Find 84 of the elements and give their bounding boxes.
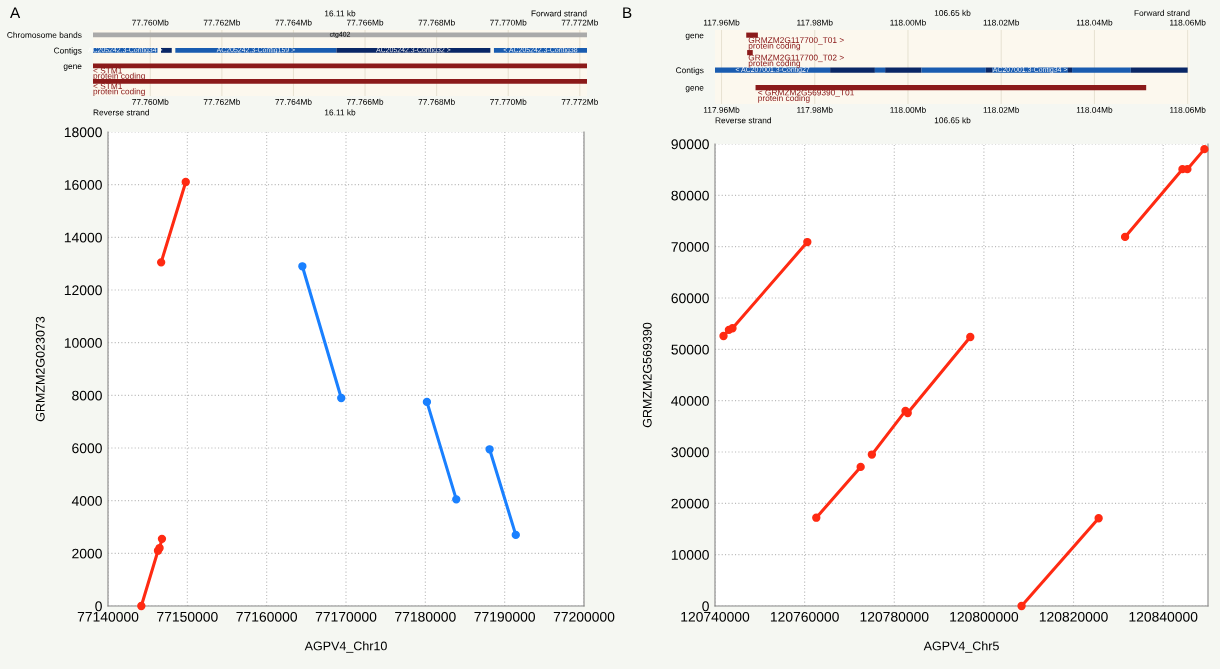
x2-tick-label: 118.04Mb (1076, 106, 1113, 113)
x-tick-label: 77190000 (474, 611, 536, 622)
x-tick-label: 120840000 (1129, 611, 1198, 622)
x2-tick-label: 77.770Mb (490, 98, 527, 105)
x-tick-label: 120780000 (860, 611, 929, 622)
chart-title: B (623, 7, 632, 18)
x2-tick-label: 77.762Mb (203, 98, 241, 105)
text: 106.65 kb (934, 9, 971, 16)
text: 106.65 kb (934, 117, 971, 124)
y-tick-label: 2000 (72, 548, 102, 559)
x2-tick-label: 117.96Mb (703, 106, 740, 113)
y-tick-label: 0 (702, 601, 709, 612)
y-tick-label: gene (685, 33, 704, 40)
x-tick-label: 77.764Mb (275, 19, 312, 26)
x-tick-label: 118.02Mb (983, 19, 1020, 26)
y-tick-label: 6000 (72, 443, 102, 454)
x-axis-title: AGPV4_Chr5 (923, 641, 999, 653)
x-tick-label: 77.768Mb (418, 19, 455, 26)
annotation: protein coding (748, 60, 801, 68)
x-tick-label: 120800000 (950, 611, 1019, 622)
y-axis-title: GRMZM2G569390 (642, 322, 652, 428)
x-tick-label: 77170000 (315, 611, 377, 622)
x-tick-label: 77.766Mb (346, 19, 384, 26)
text: Reverse strand (93, 109, 149, 116)
x-tick-label: 77150000 (157, 611, 218, 622)
y-tick-label: 30000 (671, 447, 709, 458)
x-tick-label: 118.04Mb (1076, 19, 1113, 26)
y-tick-label: 4000 (71, 496, 102, 506)
text: Forward strand (531, 10, 587, 17)
text: Forward strand (1134, 9, 1190, 16)
y-tick-label: Contigs (54, 47, 82, 56)
x-tick-label: 77.760Mb (132, 19, 169, 26)
y-tick-label: 10000 (64, 338, 102, 348)
y-tick-label: 14000 (64, 232, 102, 243)
x2-tick-label: 77.760Mb (132, 98, 169, 105)
x2-tick-label: 77.766Mb (346, 98, 384, 105)
x-tick-label: 77.770Mb (490, 19, 527, 26)
x2-tick-label: 77.768Mb (418, 98, 455, 105)
y-tick-label: gene (63, 64, 82, 71)
annotation: GRMZM2G117700_T02 > (748, 54, 844, 63)
text: 16.11 kb (324, 109, 356, 116)
x2-tick-label: 118.02Mb (983, 106, 1020, 113)
y-tick-label: 80000 (671, 190, 709, 201)
x-tick-label: 77200000 (553, 611, 615, 622)
x-tick-label: 120740000 (681, 611, 750, 622)
x2-tick-label: 77.772Mb (561, 98, 599, 105)
annotation: < STM1 (93, 67, 122, 74)
y-tick-label: 18000 (64, 127, 102, 138)
x2-tick-label: 118.00Mb (890, 106, 926, 113)
x-tick-label: 77.762Mb (203, 19, 241, 26)
x2-tick-label: 77.764Mb (275, 98, 312, 105)
x-tick-label: 77.772Mb (561, 19, 599, 26)
chart-title: A (10, 7, 21, 18)
annotation: < STM1 (93, 83, 122, 90)
x-tick-label: 120820000 (1039, 611, 1108, 622)
x-tick-label: 118.00Mb (890, 19, 926, 26)
y-tick-label: Contigs (676, 67, 704, 75)
x2-tick-label: 117.98Mb (797, 106, 833, 113)
x-tick-label: 77180000 (395, 611, 456, 622)
annotation: protein coding (93, 88, 145, 96)
y-tick-label: 70000 (671, 242, 709, 252)
y-tick-label: 20000 (671, 498, 709, 509)
x-axis-title: AGPV4_Chr10 (304, 641, 387, 653)
y-tick-label: 40000 (671, 396, 709, 406)
y-tick-label: 8000 (72, 390, 102, 401)
y-tick-label: 0 (95, 601, 102, 612)
x2-tick-label: 118.06Mb (1170, 106, 1206, 113)
y-axis-title: GRMZM2G023073 (35, 316, 45, 422)
x-tick-label: 77160000 (236, 611, 298, 622)
y-tick-label: 10000 (671, 550, 709, 560)
x-tick-label: 117.98Mb (797, 19, 833, 26)
x-tick-label: 77140000 (77, 611, 139, 622)
text: Reverse strand (715, 117, 771, 124)
y-tick-label: 50000 (671, 344, 709, 355)
y-tick-label: 60000 (671, 293, 709, 304)
y-tick-label: gene (685, 86, 704, 93)
y-tick-label: 12000 (64, 285, 102, 296)
y-tick-label: Chromosome bands (7, 31, 82, 38)
x-tick-label: 118.06Mb (1170, 19, 1206, 26)
x-tick-label: 120760000 (770, 611, 839, 622)
x-tick-label: 117.96Mb (703, 19, 740, 26)
y-tick-label: 90000 (671, 139, 709, 150)
text: 16.11 kb (324, 10, 356, 17)
y-tick-label: 16000 (64, 180, 102, 190)
